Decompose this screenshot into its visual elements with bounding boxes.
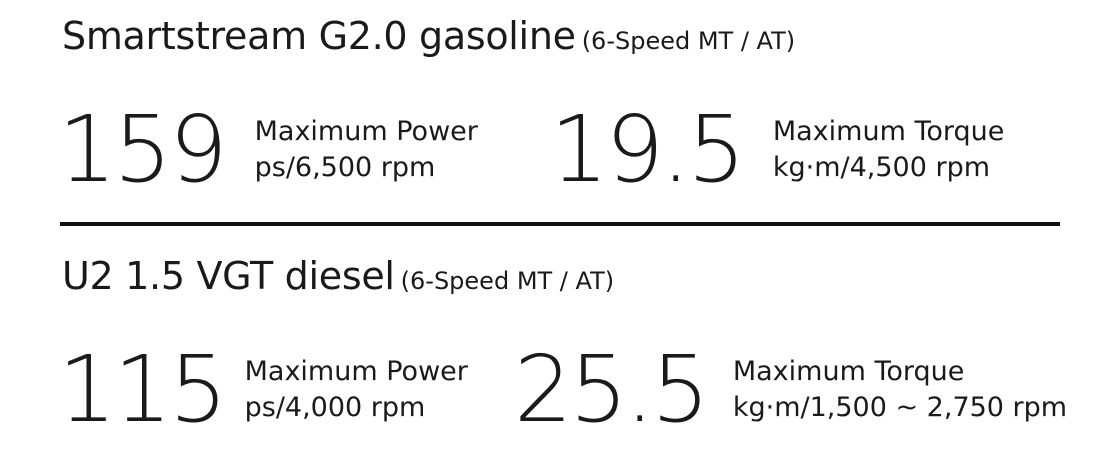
transmission-label: (6-Speed MT / AT) (581, 27, 796, 55)
engine-title-gasoline: Smartstream G2.0 gasoline (6-Speed MT / A… (62, 14, 795, 58)
diesel-power-spec: 115 Maximum Power ps/4,000 rpm (58, 344, 468, 436)
torque-description: Maximum Torque kg·m/1,500 ~ 2,750 rpm (733, 354, 1067, 426)
torque-unit: kg·m/1,500 ~ 2,750 rpm (732, 392, 1068, 423)
power-label: Maximum Power (244, 356, 468, 387)
power-unit: ps/4,000 rpm (244, 392, 426, 423)
engine-name: U2 1.5 VGT diesel (62, 254, 395, 298)
torque-value: 19.5 (550, 96, 746, 203)
gasoline-torque-spec: 19.5 Maximum Torque kg·m/4,500 rpm (550, 104, 1004, 196)
transmission-label: (6-Speed MT / AT) (400, 267, 615, 295)
power-description: Maximum Power ps/6,500 rpm (255, 114, 478, 186)
torque-unit: kg·m/4,500 rpm (772, 152, 991, 183)
engine-name: Smartstream G2.0 gasoline (62, 14, 576, 58)
torque-label: Maximum Torque (732, 356, 965, 387)
power-unit: ps/6,500 rpm (254, 152, 436, 183)
gasoline-power-spec: 159 Maximum Power ps/6,500 rpm (58, 104, 478, 196)
torque-value: 25.5 (514, 336, 710, 443)
power-description: Maximum Power ps/4,000 rpm (245, 354, 468, 426)
power-value: 115 (58, 336, 228, 443)
engine-title-diesel: U2 1.5 VGT diesel (6-Speed MT / AT) (62, 254, 614, 298)
section-divider (60, 222, 1060, 226)
power-label: Maximum Power (254, 116, 478, 147)
diesel-torque-spec: 25.5 Maximum Torque kg·m/1,500 ~ 2,750 r… (514, 344, 1067, 436)
torque-label: Maximum Torque (772, 116, 1005, 147)
power-value: 159 (58, 96, 228, 203)
torque-description: Maximum Torque kg·m/4,500 rpm (773, 114, 1005, 186)
